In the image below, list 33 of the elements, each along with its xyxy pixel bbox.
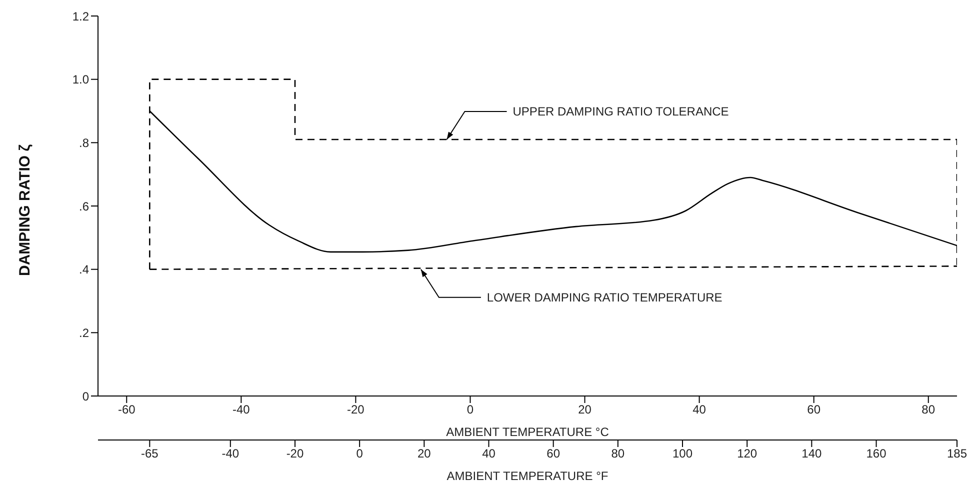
x-tick-label: 160 [866,446,887,461]
y-tick-label: .2 [78,326,90,340]
x-tick-label: 140 [802,446,822,461]
x2-axis-title: AMBIENT TEMPERATURE °C [446,425,610,439]
x-tick-label: 40 [482,446,496,461]
x2-tick-label: -20 [347,402,365,417]
x2-tick-label: 40 [692,402,706,417]
x2-tick-label: -60 [118,402,136,417]
x-tick-label: -65 [140,446,159,461]
x-tick-label: 80 [611,446,625,461]
annotation: UPPER DAMPING RATIO TOLERANCE [512,104,729,118]
x-tick-label: 100 [672,446,693,461]
x2-tick-label: 80 [922,402,936,417]
x-tick-label: 185 [946,446,968,461]
x-tick-label: 120 [737,446,758,461]
y-tick-label: 0 [82,389,90,404]
x2-tick-label: 60 [807,402,821,417]
y-tick-label: .4 [78,262,90,277]
annotation: LOWER DAMPING RATIO TEMPERATURE [486,290,722,304]
x2-tick-label: 0 [466,402,474,417]
x2-tick-label: -40 [232,402,250,417]
x-tick-label: -20 [286,446,304,461]
y-tick-label: 1.2 [72,9,90,24]
y-axis-title: DAMPING RATIO ζ [16,144,34,276]
y-tick-label: 1.0 [72,72,90,87]
x-axis-title: AMBIENT TEMPERATURE °F [446,469,608,483]
x2-tick-label: 20 [578,402,592,417]
y-tick-label: .6 [78,199,90,214]
x-tick-label: 60 [546,446,560,461]
x-tick-label: 20 [417,446,432,461]
x-tick-label: 0 [356,446,364,461]
y-tick-label: .8 [78,136,90,150]
x-tick-label: -40 [222,446,240,461]
